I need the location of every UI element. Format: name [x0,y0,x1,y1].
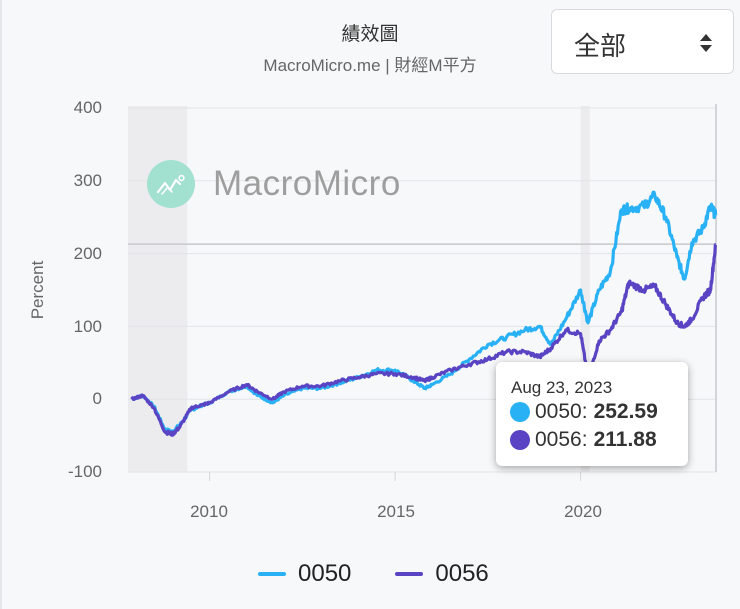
series-dot-icon [510,430,530,450]
y-tick: 0 [92,389,102,408]
y-tick: -100 [67,462,102,481]
macromicro-logo-icon [147,160,195,208]
series-dot-icon [510,402,530,422]
tooltip-series-name: 0050: [535,400,588,423]
line-swatch-icon [395,572,424,576]
chart-title: 績效圖 [341,24,399,45]
recession-band [580,106,590,472]
legend-label: 0050 [298,560,352,587]
chart-tooltip: Aug 23, 2023 0050: 252.59 0056: 211.88 [496,362,688,466]
tooltip-row-0056: 0056: 211.88 [510,428,657,452]
chart-legend: 0050 0056 [258,560,533,588]
series-lines [130,190,718,437]
watermark: MacroMicro [147,160,401,208]
tooltip-series-value: 252.59 [593,400,658,423]
x-tick: 2015 [377,502,415,521]
y-tick: 200 [73,244,102,263]
series-line-0056[interactable] [130,243,717,437]
x-tick: 2010 [190,502,228,521]
legend-item-0050[interactable]: 0050 [258,560,351,588]
legend-item-0056[interactable]: 0056 [395,560,489,588]
legend-label: 0056 [435,560,489,587]
tooltip-date: Aug 23, 2023 [511,378,613,397]
range-select[interactable]: 全部 [551,9,734,74]
y-tick: 100 [73,317,102,336]
watermark-text: MacroMicro [213,164,401,203]
tooltip-series-value: 211.88 [593,428,657,451]
page-edge [0,0,2,609]
line-swatch-icon [258,572,286,576]
y-tick: 300 [73,171,102,190]
range-select-value: 全部 [574,31,627,61]
x-tick: 2020 [564,502,602,521]
tooltip-series-name: 0056: [535,428,588,451]
y-tick: 400 [73,98,102,117]
tooltip-row-0050: 0050: 252.59 [510,400,658,424]
y-axis-label: Percent [28,260,47,320]
chart-subtitle: MacroMicro.me | 財經M平方 [263,56,477,75]
chart-header: 績效圖 MacroMicro.me | 財經M平方 [200,22,540,79]
sort-arrows-icon [700,34,712,52]
